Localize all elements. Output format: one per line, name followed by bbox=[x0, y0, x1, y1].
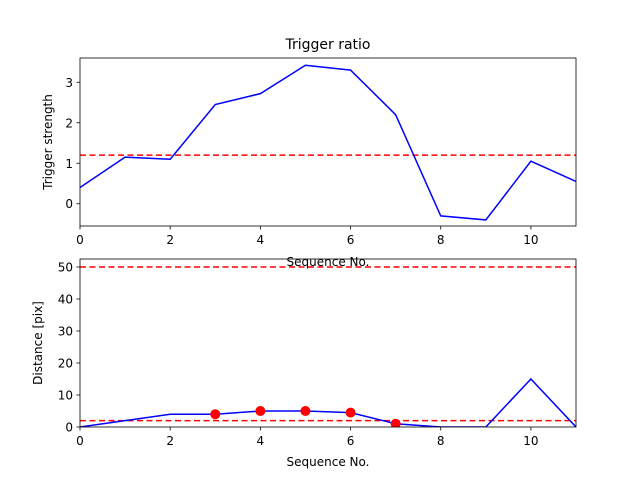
distance-chart: Distance [pix] Sequence No. 0 2 4 6 8 10 0 10 20… bbox=[31, 258, 577, 469]
axes-frame bbox=[79, 57, 577, 227]
y-tick-label: 1 bbox=[65, 157, 73, 171]
y-tick-label: 2 bbox=[65, 116, 73, 130]
y-tick-label: 30 bbox=[58, 325, 73, 339]
x-tick-label: 4 bbox=[257, 233, 265, 247]
x-axis-label: Sequence No. bbox=[287, 455, 370, 469]
x-tick-label: 6 bbox=[347, 233, 355, 247]
data-point-marker bbox=[300, 406, 311, 416]
data-point-marker bbox=[345, 407, 356, 418]
x-tick-label: 8 bbox=[437, 434, 445, 448]
plot-marks bbox=[80, 64, 576, 221]
y-axis-label: Trigger strength bbox=[41, 94, 55, 191]
x-tick-label: 10 bbox=[523, 233, 538, 247]
x-axis-label: Sequence No. bbox=[287, 255, 370, 269]
y-tick-label: 10 bbox=[58, 389, 73, 403]
series-line bbox=[80, 64, 576, 221]
x-tick-label: 6 bbox=[347, 434, 355, 448]
x-tick-label: 8 bbox=[437, 233, 445, 247]
trigger-ratio-chart: Trigger ratio Trigger strength Sequence … bbox=[41, 37, 577, 269]
plot-area: 0 2 4 6 8 10 0 10 20 30 40 50 bbox=[58, 258, 577, 448]
data-point-marker bbox=[210, 409, 221, 420]
y-tick-label: 50 bbox=[58, 261, 73, 275]
y-tick-label: 20 bbox=[58, 357, 73, 371]
x-tick-label: 4 bbox=[257, 434, 265, 448]
x-tick-label: 2 bbox=[166, 434, 174, 448]
x-tick-label: 10 bbox=[523, 434, 538, 448]
plot-marks bbox=[80, 266, 576, 427]
y-tick-label: 0 bbox=[65, 197, 73, 211]
y-tick-label: 0 bbox=[65, 421, 73, 435]
x-tick-label: 2 bbox=[166, 233, 174, 247]
chart-title: Trigger ratio bbox=[284, 37, 370, 53]
plot-area: 0 2 4 6 8 10 0 1 2 3 bbox=[65, 57, 577, 247]
y-tick-label: 3 bbox=[65, 76, 73, 90]
data-point-marker bbox=[390, 418, 401, 427]
axes-frame bbox=[79, 258, 577, 428]
data-point-marker bbox=[255, 406, 266, 416]
series-line bbox=[80, 377, 576, 427]
y-tick-label: 40 bbox=[58, 293, 73, 307]
x-tick-label: 0 bbox=[76, 233, 84, 247]
y-axis-label: Distance [pix] bbox=[31, 301, 45, 385]
x-tick-label: 0 bbox=[76, 434, 84, 448]
